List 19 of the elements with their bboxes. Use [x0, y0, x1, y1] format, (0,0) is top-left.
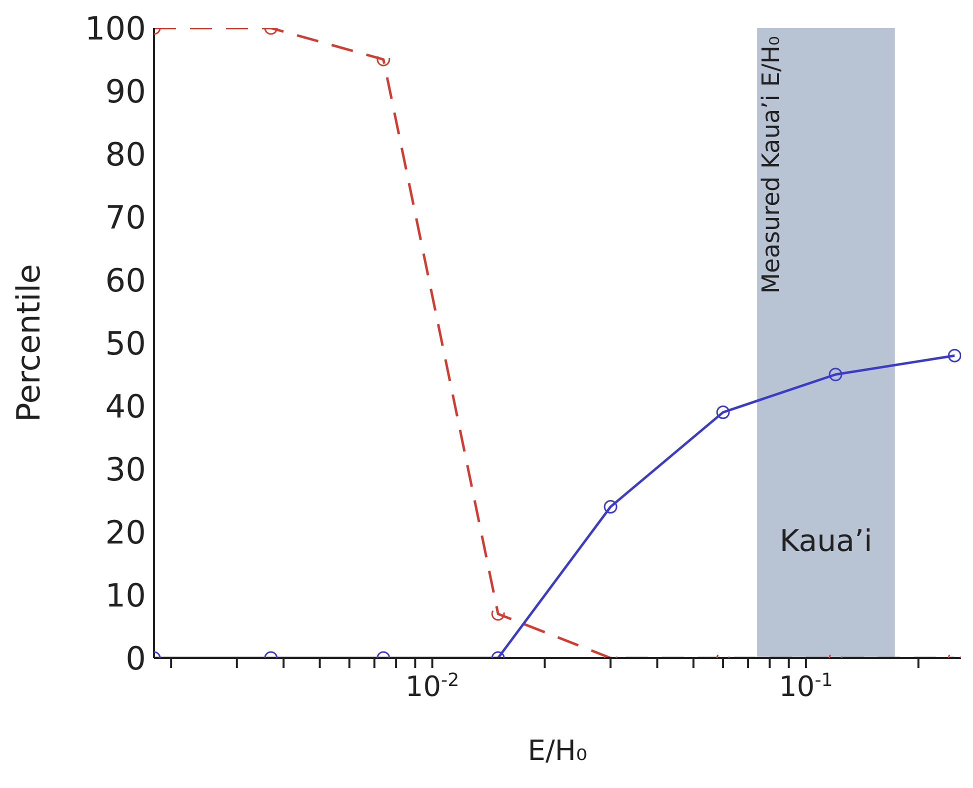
y-axis-title: Percentile: [9, 264, 48, 422]
annotation: Kaua’i: [780, 524, 872, 559]
y-tick-label: 30: [105, 450, 146, 488]
x-tick-label: 10$^{-2}$: [405, 670, 460, 703]
point: [716, 406, 730, 420]
point: [828, 368, 842, 382]
y-tick-label: 90: [105, 72, 146, 110]
x-tick-label: 10$^{-1}$: [779, 670, 833, 703]
x-axis-title: E/H₀: [528, 734, 588, 767]
y-tick-label: 100: [84, 9, 146, 48]
y-tick-label: 20: [105, 513, 146, 552]
y-tick-label: 60: [105, 261, 146, 300]
band-label: Measured Kaua’i E/H₀: [757, 36, 786, 294]
y-tick-label: 40: [105, 387, 146, 426]
y-tick-label: 70: [105, 198, 146, 236]
y-tick-label: 50: [105, 324, 146, 362]
y-tick-label: 0: [126, 639, 146, 678]
y-tick-label: 80: [105, 135, 146, 174]
y-tick-label: 10: [105, 576, 146, 614]
